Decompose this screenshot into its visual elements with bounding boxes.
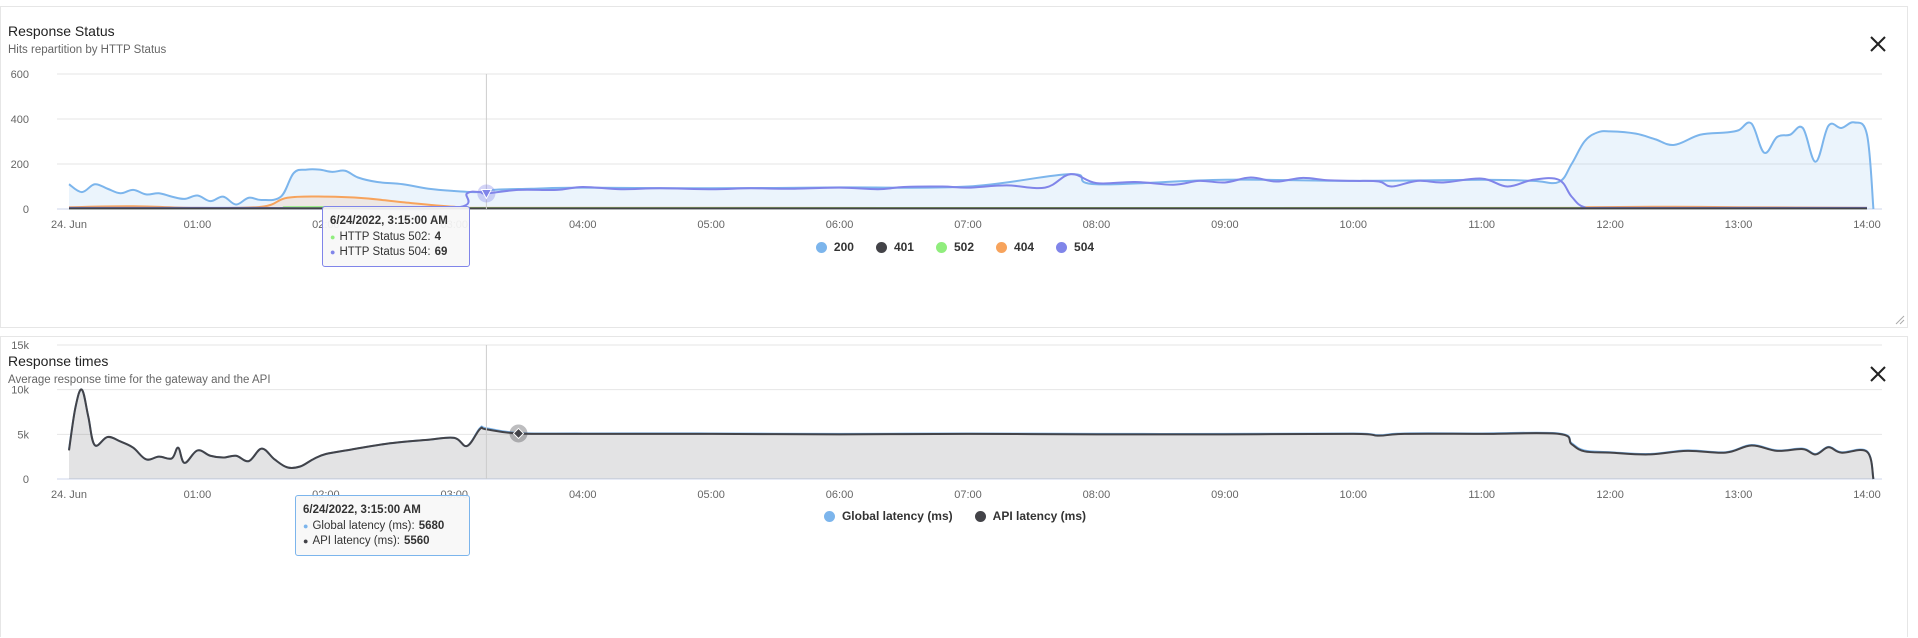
x-tick-label: 12:00 — [1596, 489, 1624, 501]
legend-label: 200 — [833, 240, 854, 254]
x-tick-label: 01:00 — [184, 489, 212, 501]
y-tick-label: 5k — [17, 429, 29, 441]
legend-label: Global latency (ms) — [841, 509, 953, 523]
tooltip-value: 69 — [434, 246, 448, 258]
x-tick-label: 05:00 — [697, 489, 725, 501]
legend-marker-icon — [974, 510, 986, 522]
tooltip-label: HTTP Status 502: — [339, 231, 431, 243]
series-marker-icon: ● — [330, 232, 336, 242]
x-tick-label: 09:00 — [1211, 219, 1239, 231]
legend-item[interactable]: 404 — [996, 240, 1034, 254]
series-marker-icon: ● — [303, 536, 309, 546]
hover-marker — [512, 427, 525, 440]
x-tick-label: 10:00 — [1340, 219, 1368, 231]
close-button[interactable] — [1865, 361, 1891, 387]
chart-legend: 200 401 502 404 504 — [1, 240, 1909, 254]
x-tick-label: 01:00 — [184, 219, 212, 231]
tooltip-value: 4 — [434, 231, 442, 243]
x-tick-label: 14:00 — [1853, 219, 1881, 231]
x-tick-label: 08:00 — [1083, 219, 1111, 231]
y-tick-label: 10k — [11, 385, 29, 397]
x-tick-label: 11:00 — [1468, 489, 1495, 501]
tooltip-label: API latency (ms): — [312, 535, 400, 547]
close-button[interactable] — [1865, 31, 1891, 57]
x-tick-label: 07:00 — [954, 489, 982, 501]
series-marker-icon: ● — [303, 521, 309, 531]
series-line-api-latency-ms- — [68, 388, 1875, 480]
legend-marker-icon — [823, 510, 835, 522]
legend-label: API latency (ms) — [992, 509, 1087, 523]
tooltip-row: ● HTTP Status 504: 69 — [330, 245, 461, 260]
close-icon — [1870, 366, 1886, 382]
y-tick-label: 600 — [11, 69, 29, 81]
legend-label: 401 — [893, 240, 914, 254]
y-tick-label: 200 — [11, 159, 29, 171]
y-tick-label: 0 — [23, 204, 29, 216]
panel-title: Response Status — [8, 23, 115, 39]
tooltip-label: Global latency (ms): — [312, 520, 415, 532]
panel-subtitle: Average response time for the gateway an… — [8, 374, 271, 386]
x-tick-label: 11:00 — [1468, 219, 1495, 231]
y-tick-label: 0 — [23, 474, 29, 486]
x-tick-label: 05:00 — [697, 219, 725, 231]
x-tick-label: 04:00 — [569, 489, 597, 501]
panel-subtitle: Hits repartition by HTTP Status — [8, 44, 167, 56]
y-tick-label: 400 — [11, 114, 29, 126]
legend-item[interactable]: 200 — [815, 240, 854, 254]
chart-tooltip: 6/24/2022, 3:15:00 AM ● Global latency (… — [295, 495, 470, 556]
tooltip-row: ● HTTP Status 502: 4 — [330, 230, 461, 245]
x-tick-label: 13:00 — [1725, 489, 1753, 501]
x-tick-label: 06:00 — [826, 489, 854, 501]
x-tick-label: 10:00 — [1340, 489, 1368, 501]
legend-item[interactable]: 504 — [1056, 240, 1094, 254]
series-area-200 — [69, 122, 1874, 209]
x-tick-label: 04:00 — [569, 219, 597, 231]
x-tick-label: 14:00 — [1853, 489, 1881, 501]
legend-marker-icon — [1056, 241, 1068, 253]
x-tick-label: 06:00 — [826, 219, 854, 231]
legend-label: 404 — [1014, 240, 1035, 254]
tooltip-title: 6/24/2022, 3:15:00 AM — [330, 215, 448, 227]
panel-title: Response times — [8, 353, 109, 369]
legend-marker-icon — [996, 241, 1008, 253]
chart-legend: Global latency (ms) API latency (ms) — [1, 509, 1909, 523]
legend-marker-icon — [935, 241, 947, 253]
tooltip-row: ● API latency (ms): 5560 — [303, 534, 461, 549]
x-tick-label: 13:00 — [1725, 219, 1753, 231]
tooltip-row: ● Global latency (ms): 5680 — [303, 519, 461, 534]
x-tick-label: 24. Jun — [51, 219, 87, 231]
legend-item[interactable]: 502 — [935, 240, 975, 254]
tooltip-title: 6/24/2022, 3:15:00 AM — [303, 504, 421, 516]
x-tick-label: 24. Jun — [51, 489, 87, 501]
x-tick-label: 07:00 — [954, 219, 982, 231]
series-marker-icon: ● — [330, 247, 336, 257]
legend-label: 504 — [1074, 240, 1095, 254]
x-tick-label: 08:00 — [1083, 489, 1111, 501]
legend-item[interactable]: 401 — [875, 240, 914, 254]
y-tick-label: 15k — [11, 340, 29, 352]
legend-label: 502 — [953, 240, 975, 254]
tooltip-label: HTTP Status 504: — [339, 246, 431, 258]
x-tick-label: 12:00 — [1596, 219, 1624, 231]
hover-marker — [480, 188, 493, 200]
legend-marker-icon — [875, 241, 887, 253]
x-tick-label: 09:00 — [1211, 489, 1239, 501]
chart-tooltip: 6/24/2022, 3:15:00 AM ● HTTP Status 502:… — [322, 206, 470, 267]
legend-item[interactable]: API latency (ms) — [974, 509, 1087, 523]
legend-item[interactable]: Global latency (ms) — [823, 509, 953, 523]
tooltip-value: 5560 — [404, 535, 430, 547]
close-icon — [1870, 36, 1886, 52]
series-line-504 — [68, 173, 1868, 211]
tooltip-value: 5680 — [418, 520, 445, 532]
legend-marker-icon — [815, 241, 827, 253]
resize-handle-icon[interactable] — [1893, 313, 1905, 325]
